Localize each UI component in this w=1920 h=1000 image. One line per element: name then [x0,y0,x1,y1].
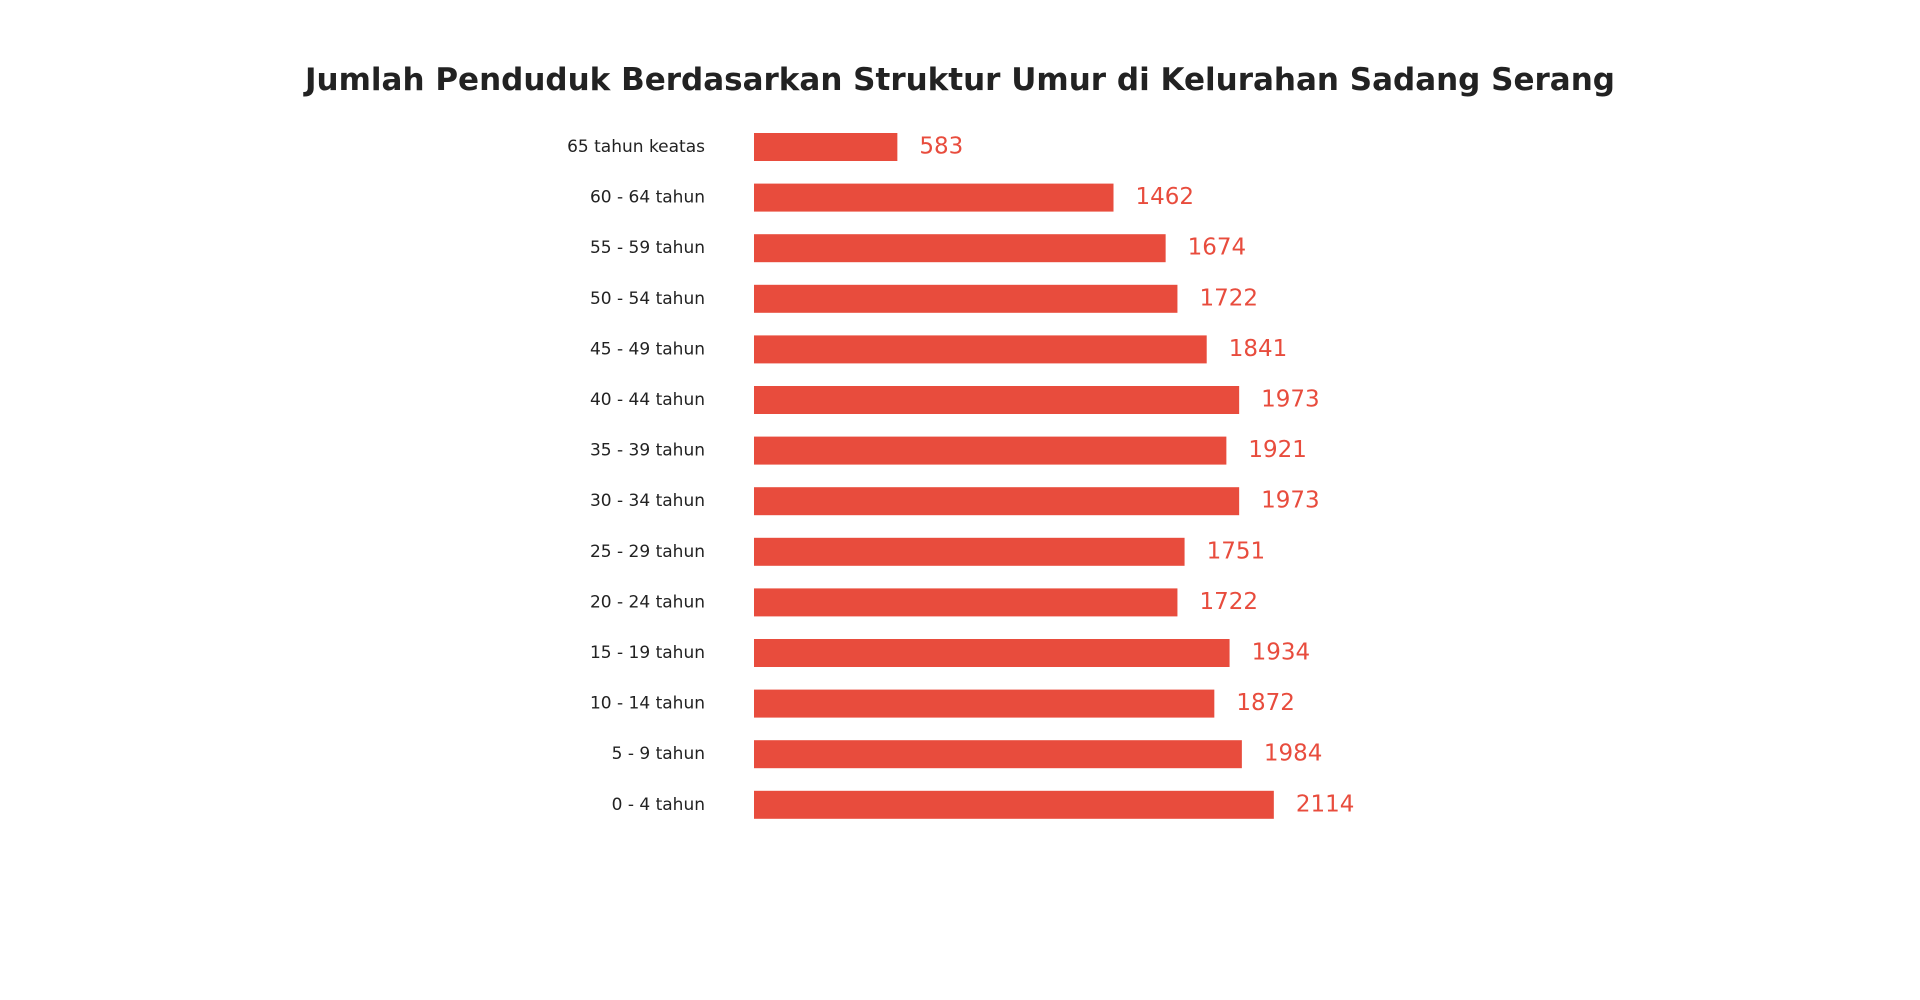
value-label-3: 1674 [1188,235,1247,261]
value-label-14: 2114 [1296,791,1355,817]
value-label-7: 1921 [1248,437,1307,463]
bar-12 [754,689,1215,718]
value-label-12: 1872 [1236,690,1295,716]
value-label-8: 1973 [1261,488,1320,514]
bar-8 [754,487,1240,516]
value-label-2: 1462 [1136,184,1195,210]
value-label-13: 1984 [1264,741,1323,767]
value-label-1: 583 [919,134,963,160]
category-label-11: 15 - 19 tahun [590,643,705,663]
bar-3 [754,234,1166,263]
category-label-1: 65 tahun keatas [567,137,705,157]
value-label-9: 1751 [1207,538,1266,564]
value-label-4: 1722 [1199,285,1258,311]
category-label-8: 30 - 34 tahun [590,491,705,511]
chart-title: Jumlah Penduduk Berdasarkan Struktur Umu… [305,62,1615,98]
bar-5 [754,335,1207,364]
bar-14 [754,790,1274,819]
bar-4 [754,284,1178,313]
value-label-10: 1722 [1199,589,1258,615]
category-label-7: 35 - 39 tahun [590,441,705,461]
category-label-9: 25 - 29 tahun [590,542,705,562]
category-label-3: 55 - 59 tahun [590,238,705,258]
category-label-2: 60 - 64 tahun [590,188,705,208]
bar-2 [754,183,1114,212]
bar-9 [754,537,1185,566]
value-label-11: 1934 [1252,640,1311,666]
category-label-6: 40 - 44 tahun [590,390,705,410]
bar-10 [754,588,1178,617]
category-label-4: 50 - 54 tahun [590,289,705,309]
bar-1 [754,133,898,161]
value-label-5: 1841 [1229,336,1288,362]
bar-11 [754,639,1230,667]
bar-13 [754,740,1242,769]
category-label-12: 10 - 14 tahun [590,694,705,714]
value-label-6: 1973 [1261,387,1320,413]
category-label-10: 20 - 24 tahun [590,592,705,612]
category-label-5: 45 - 49 tahun [590,339,705,359]
category-label-14: 0 - 4 tahun [612,795,705,815]
category-label-13: 5 - 9 tahun [612,744,705,764]
bar-6 [754,386,1240,414]
bar-7 [754,436,1227,465]
